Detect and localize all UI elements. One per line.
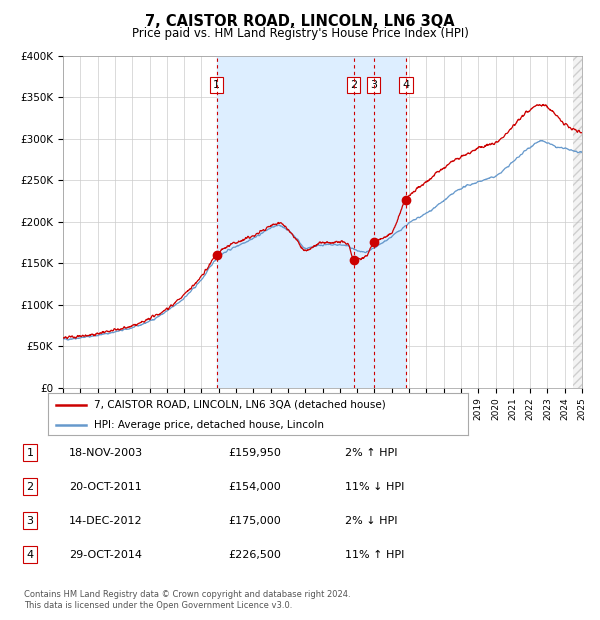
Text: £154,000: £154,000 [228,482,281,492]
Text: 18-NOV-2003: 18-NOV-2003 [69,448,143,458]
Text: 4: 4 [26,550,34,560]
Text: HPI: Average price, detached house, Lincoln: HPI: Average price, detached house, Linc… [94,420,324,430]
Text: Contains HM Land Registry data © Crown copyright and database right 2024.
This d: Contains HM Land Registry data © Crown c… [24,590,350,609]
Text: £175,000: £175,000 [228,516,281,526]
Bar [217,56,406,388]
Text: 2% ↓ HPI: 2% ↓ HPI [345,516,398,526]
Text: 3: 3 [26,516,34,526]
Bar [574,56,582,388]
Text: 7, CAISTOR ROAD, LINCOLN, LN6 3QA: 7, CAISTOR ROAD, LINCOLN, LN6 3QA [145,14,455,29]
Text: 1: 1 [213,80,220,90]
Text: 11% ↑ HPI: 11% ↑ HPI [345,550,404,560]
Text: 3: 3 [370,80,377,90]
Text: 2: 2 [26,482,34,492]
Text: £159,950: £159,950 [228,448,281,458]
Text: 29-OCT-2014: 29-OCT-2014 [69,550,142,560]
Text: 4: 4 [403,80,410,90]
Text: 1: 1 [26,448,34,458]
Text: 2: 2 [350,80,357,90]
Text: 20-OCT-2011: 20-OCT-2011 [69,482,142,492]
Text: 2% ↑ HPI: 2% ↑ HPI [345,448,398,458]
Text: 11% ↓ HPI: 11% ↓ HPI [345,482,404,492]
Text: £226,500: £226,500 [228,550,281,560]
Text: 7, CAISTOR ROAD, LINCOLN, LN6 3QA (detached house): 7, CAISTOR ROAD, LINCOLN, LN6 3QA (detac… [94,400,386,410]
Text: 14-DEC-2012: 14-DEC-2012 [69,516,143,526]
Text: Price paid vs. HM Land Registry's House Price Index (HPI): Price paid vs. HM Land Registry's House … [131,27,469,40]
